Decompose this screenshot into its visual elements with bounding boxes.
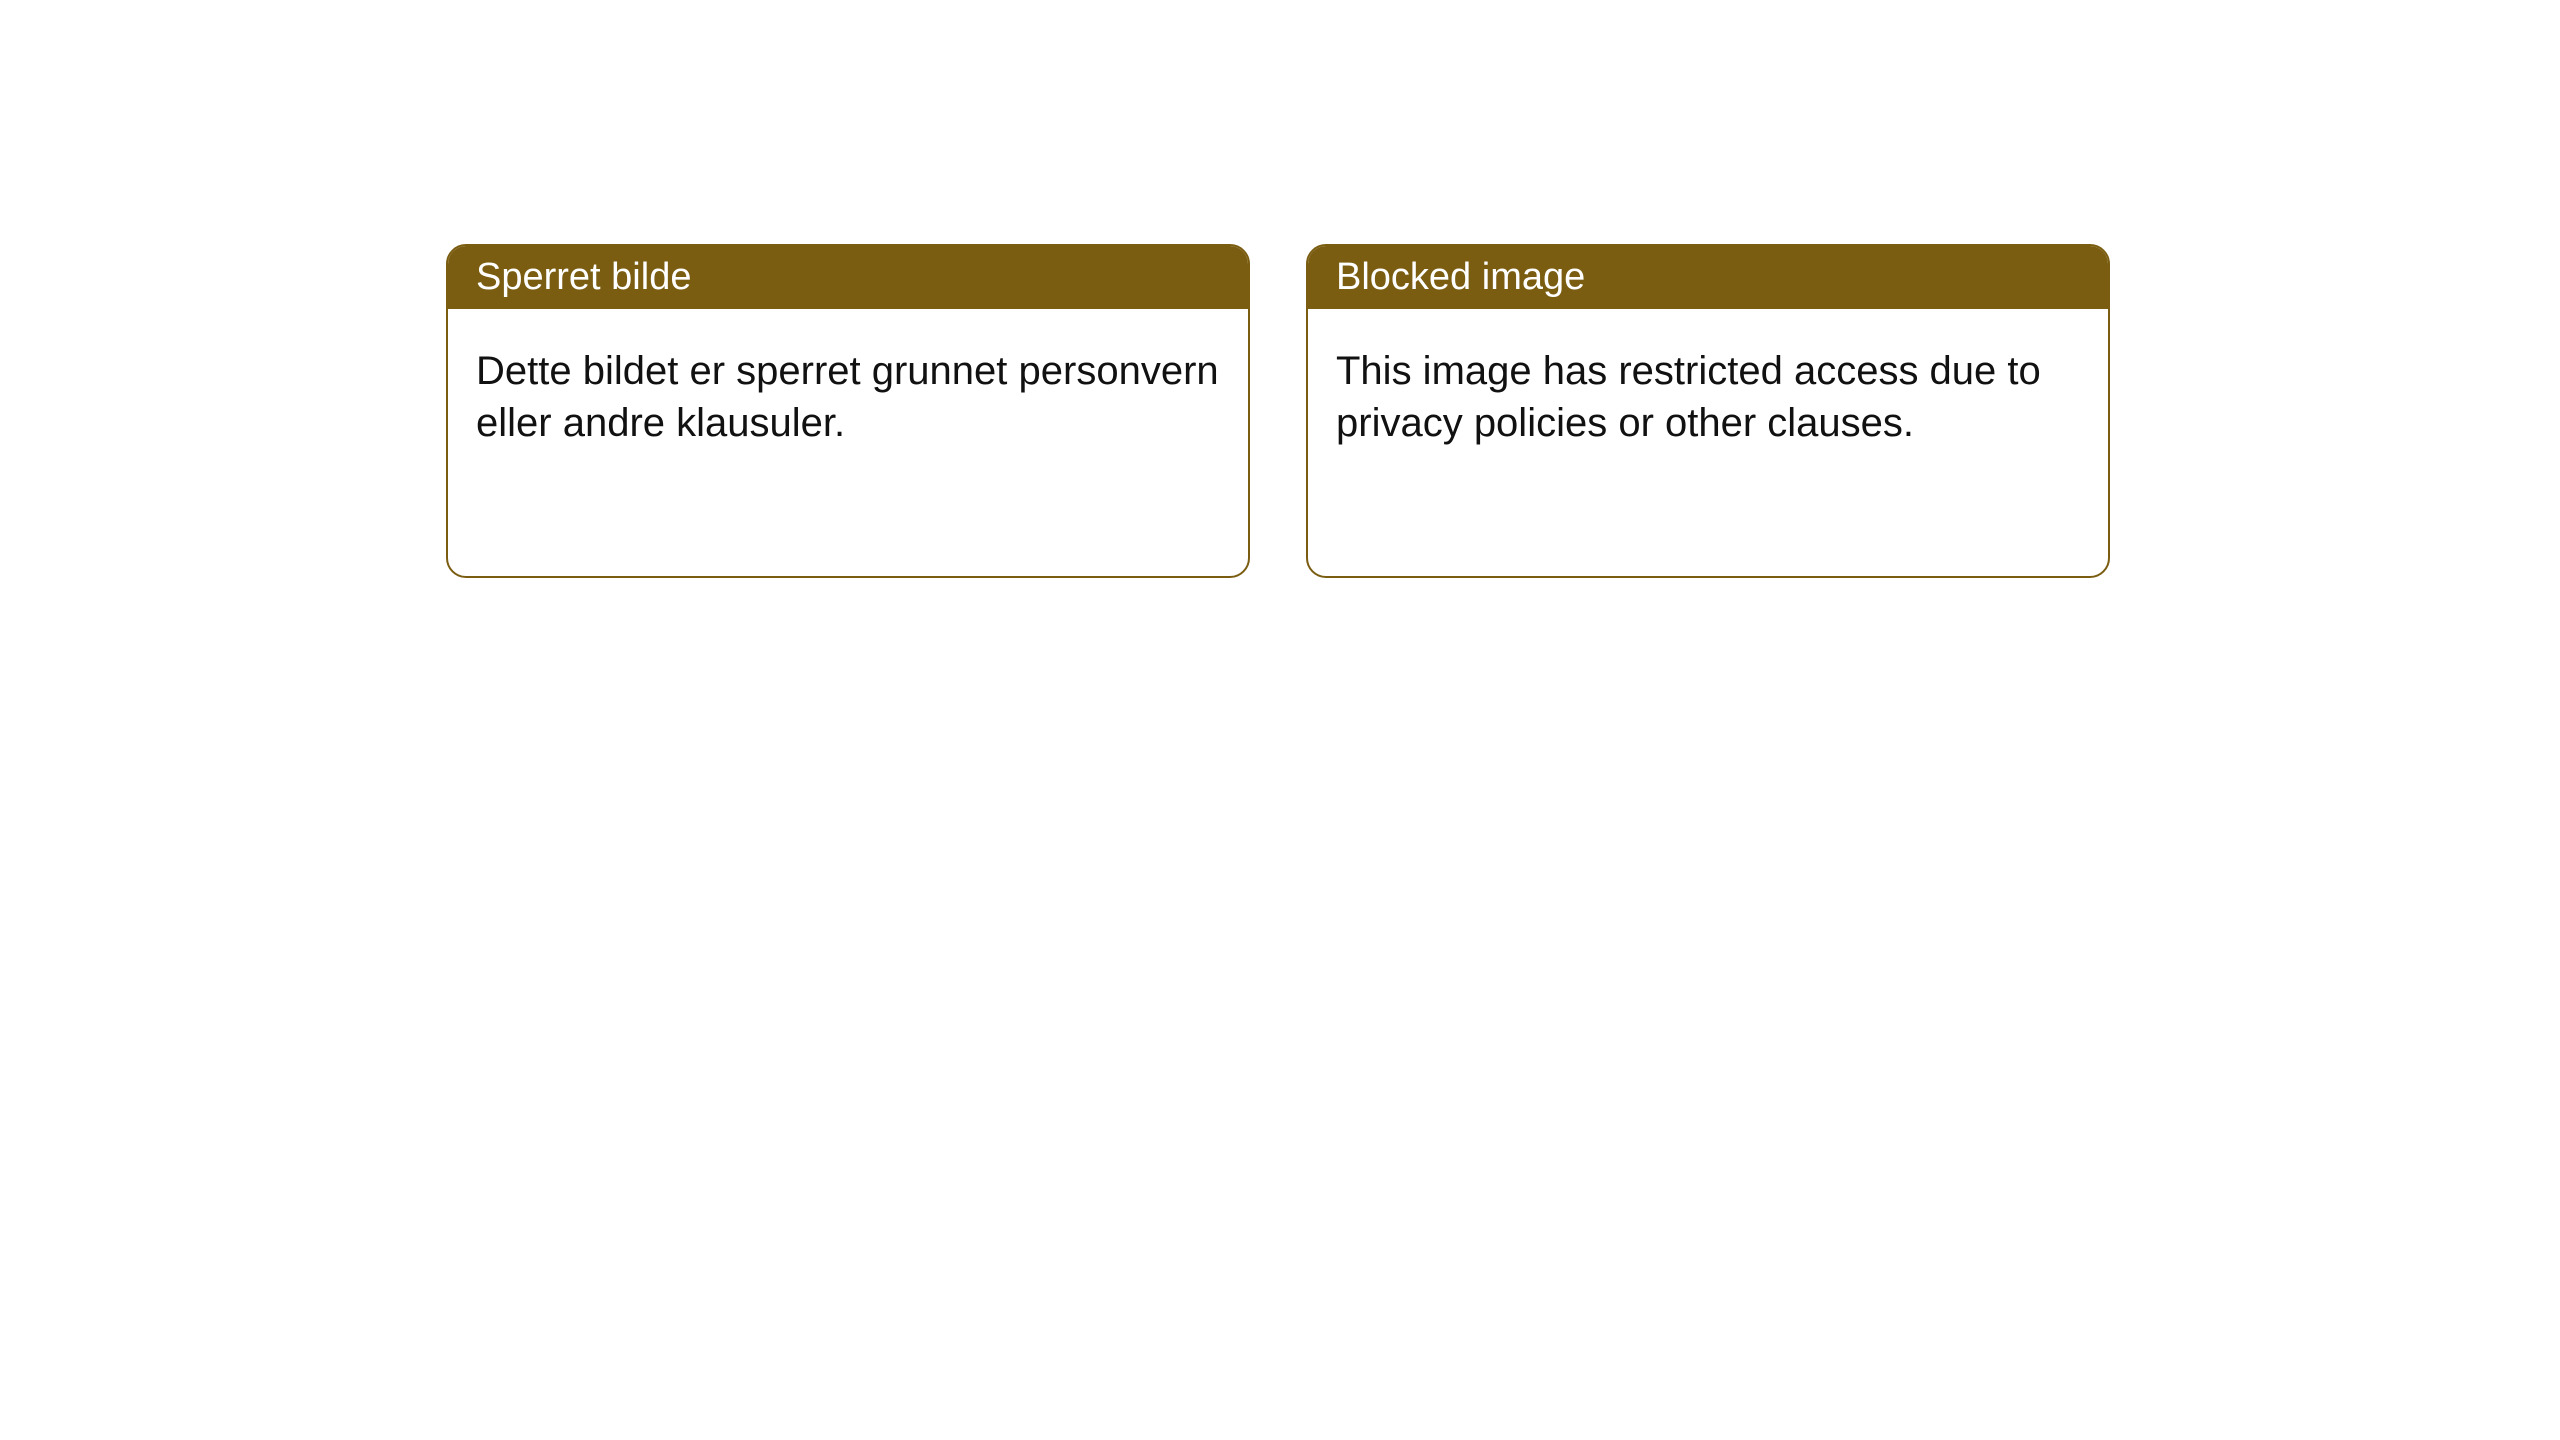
notice-card-title: Blocked image <box>1308 246 2108 309</box>
notice-card-body: Dette bildet er sperret grunnet personve… <box>448 309 1248 485</box>
notice-cards-container: Sperret bilde Dette bildet er sperret gr… <box>446 244 2110 578</box>
notice-card-title: Sperret bilde <box>448 246 1248 309</box>
notice-card-no: Sperret bilde Dette bildet er sperret gr… <box>446 244 1250 578</box>
notice-card-en: Blocked image This image has restricted … <box>1306 244 2110 578</box>
notice-card-body: This image has restricted access due to … <box>1308 309 2108 485</box>
